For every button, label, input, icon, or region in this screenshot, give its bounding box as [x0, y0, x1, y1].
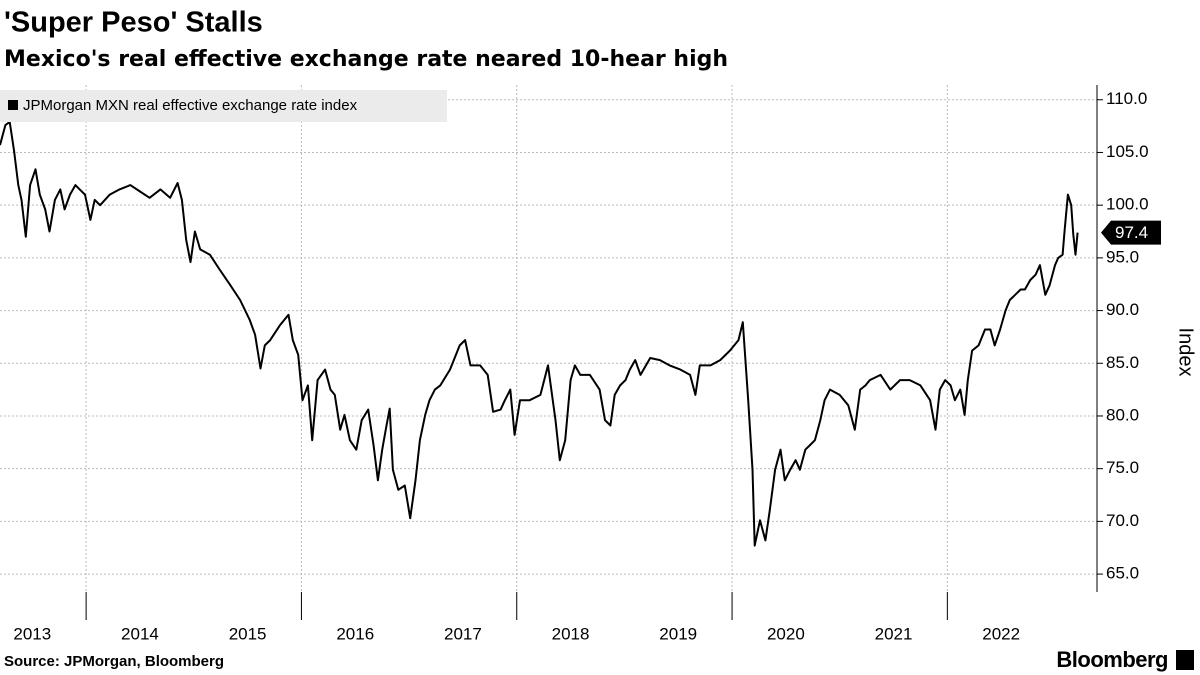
- y-tick-label: 75.0: [1106, 458, 1139, 477]
- legend-swatch: [8, 100, 18, 110]
- value-tag-label: 97.4: [1115, 223, 1148, 242]
- x-tick-label: 2018: [552, 624, 590, 643]
- y-tick-label: 80.0: [1106, 405, 1139, 424]
- y-tick-label: 95.0: [1106, 247, 1139, 266]
- x-tick-label: 2015: [229, 624, 267, 643]
- value-tag: [1101, 220, 1161, 245]
- y-tick-label: 100.0: [1106, 195, 1149, 214]
- brand: Bloomberg: [1056, 647, 1168, 672]
- x-tick-label: 2017: [444, 624, 482, 643]
- y-tick-label: 85.0: [1106, 353, 1139, 372]
- x-tick-label: 2016: [336, 624, 374, 643]
- line: [0, 120, 1079, 547]
- y-axis-label: Index: [1175, 328, 1197, 377]
- y-tick-label: 90.0: [1106, 300, 1139, 319]
- chart-title: 'Super Peso' Stalls: [4, 7, 263, 39]
- x-tick-label: 2013: [13, 624, 51, 643]
- x-tick-label: 2022: [982, 624, 1020, 643]
- x-tick-label: 2014: [121, 624, 159, 643]
- x-tick-label: 2021: [875, 624, 913, 643]
- x-tick-label: 2020: [767, 624, 805, 643]
- brand-icon: [1176, 650, 1194, 670]
- chart-subtitle: Mexico's real effective exchange rate ne…: [4, 47, 728, 72]
- y-tick-label: 70.0: [1106, 511, 1139, 530]
- y-tick-label: 110.0: [1106, 89, 1147, 108]
- y-tick-label: 105.0: [1106, 142, 1149, 161]
- y-tick-label: 65.0: [1106, 564, 1139, 583]
- legend-box: [0, 90, 447, 122]
- x-tick-label: 2019: [659, 624, 697, 643]
- source: Source: JPMorgan, Bloomberg: [4, 653, 224, 670]
- legend-label: JPMorgan MXN real effective exchange rat…: [23, 97, 358, 114]
